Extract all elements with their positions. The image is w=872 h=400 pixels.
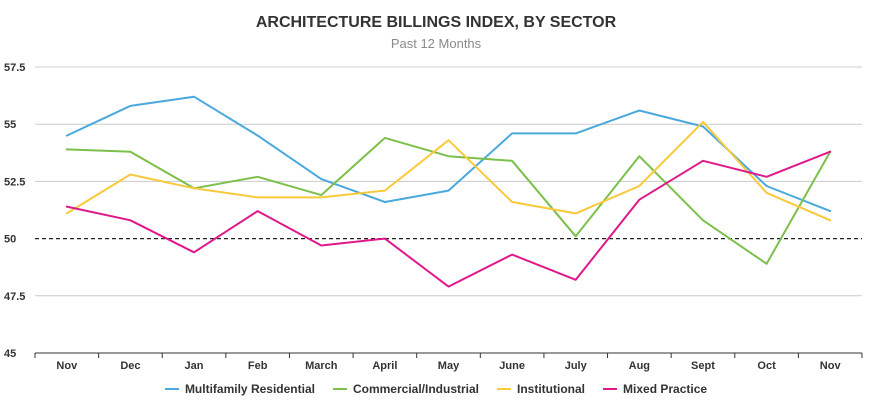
legend-label: Multifamily Residential [184, 382, 315, 396]
y-tick-label: 52.5 [4, 176, 25, 188]
x-tick-label: Nov [820, 360, 842, 372]
x-tick-label: Aug [629, 360, 650, 372]
legend-swatch [603, 388, 618, 390]
legend-item[interactable]: Multifamily Residential [164, 382, 315, 396]
y-tick-label: 45 [4, 348, 16, 360]
x-tick-label: June [499, 360, 525, 372]
legend: Multifamily Residential Commercial/Indust… [0, 382, 872, 396]
y-tick-label: 50 [4, 234, 16, 246]
x-tick-label: Dec [120, 360, 140, 372]
legend-swatch [164, 388, 179, 390]
x-tick-label: March [305, 360, 338, 372]
series-line-mixed-practice [65, 150, 832, 288]
legend-label: Institutional [517, 382, 586, 396]
legend-swatch [332, 388, 347, 390]
x-tick-label: Jan [185, 360, 204, 372]
legend-label: Mixed Practice [623, 382, 708, 396]
legend-item[interactable]: Institutional [497, 382, 585, 396]
legend-item[interactable]: Mixed Practice [603, 382, 707, 396]
legend-label: Commercial/Industrial [352, 382, 480, 396]
y-tick-label: 47.5 [4, 291, 25, 303]
x-tick-label: May [438, 360, 460, 372]
x-tick-label: Oct [757, 360, 776, 372]
y-tick-label: 55 [4, 119, 16, 131]
x-tick-label: Nov [56, 360, 78, 372]
legend-swatch [497, 388, 512, 390]
legend-item[interactable]: Commercial/Industrial [332, 382, 480, 396]
chart-title: ARCHITECTURE BILLINGS INDEX, BY SECTOR [255, 14, 617, 31]
series-line-multifamily-residential [65, 95, 832, 213]
x-tick-label: July [565, 360, 588, 372]
x-tick-label: Sept [691, 360, 715, 372]
x-tick-label: Feb [248, 360, 268, 372]
y-tick-label: 57.5 [4, 62, 25, 74]
chart-subtitle: Past 12 Months [390, 36, 482, 51]
x-tick-label: April [372, 360, 397, 372]
series-line-institutional [65, 120, 832, 222]
